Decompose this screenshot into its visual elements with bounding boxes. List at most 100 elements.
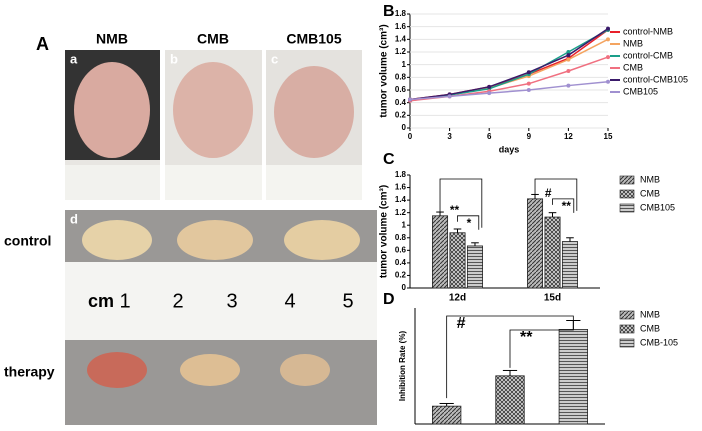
point [606,26,610,31]
legend-swatch [619,189,635,199]
legend-label: CMB [640,323,660,333]
photo-c [266,50,362,200]
point [566,50,571,54]
y-tick-label: 0.8 [395,233,407,242]
photo-a [65,50,160,200]
panel-label: C [383,151,395,168]
y-tick-label: 1 [402,220,407,229]
y-axis-label: Inhibition Rate (%) [398,331,407,402]
y-tick-label: 1.4 [395,34,407,43]
panel-label: D [383,291,395,308]
point [526,70,531,75]
point [606,37,610,42]
panel-label: B [383,3,395,20]
point [526,88,531,92]
ruler-label: 1 [119,290,130,312]
bracket [534,178,578,211]
sublabel: c [271,51,278,66]
y-tick-label: 0.6 [395,245,407,254]
y-tick-label: 1.8 [395,9,407,18]
ruler-label: 4 [284,290,295,312]
column-label: NMB [96,31,128,47]
sublabel: d [70,211,78,226]
x-axis-label: days [499,144,520,154]
bracket [439,178,483,228]
y-tick-label: 0 [402,123,407,132]
point [447,94,452,99]
y-tick-label: 0.8 [395,72,407,81]
legend-label: control-CMB105 [623,74,688,84]
point [566,57,571,62]
y-tick-label: 0 [402,283,407,292]
annotation: ** [450,203,460,217]
series-line [409,27,609,101]
x-tick-label: 3 [447,132,452,141]
bracket [509,316,574,368]
point [566,83,571,88]
legend-swatch [619,310,635,320]
y-tick-label: 0.2 [395,110,407,119]
x-tick-label: 9 [527,132,532,141]
x-tick-label: 15d [544,293,561,304]
annotation: # [457,315,466,332]
bar [544,216,561,289]
y-axis-label: tumor volume (cm³) [379,24,390,117]
point [566,69,571,73]
ruler-label: 5 [342,290,353,312]
legend-label: control-CMB [623,50,673,60]
column-label: CMB [197,31,229,47]
bar [432,215,449,289]
legend-swatch [619,338,635,348]
point [487,84,492,89]
sublabel: b [170,51,178,66]
point [606,79,610,84]
bar [558,329,588,425]
ruler-label: cm [88,291,114,311]
bracket [457,215,480,230]
y-tick-label: 1.2 [395,47,407,56]
y-tick-label: 1.8 [395,170,407,179]
legend-label: NMB [640,174,660,184]
y-tick-label: 0.4 [395,258,407,267]
legend-label: NMB [623,38,643,48]
bar [495,375,525,425]
bar [527,198,544,289]
bar [561,241,578,289]
y-tick-label: 0.6 [395,85,407,94]
annotation: * [467,216,472,230]
y-tick-label: 0.4 [395,98,407,107]
annotation: # [545,186,552,200]
x-tick-label: 15 [604,132,613,141]
legend-label: CMB105 [640,202,675,212]
y-tick-label: 1.6 [395,22,407,31]
sublabel: a [70,51,78,66]
y-tick-label: 1.6 [395,183,407,192]
bracket [552,198,575,213]
legend-label: CMB [640,188,660,198]
ruler-label: 2 [172,290,183,312]
x-tick-label: 12 [564,132,573,141]
y-tick-label: 0.2 [395,271,407,280]
legend-swatch [619,203,635,213]
point [487,91,492,96]
y-tick-label: 1.4 [395,195,407,204]
row-label: control [4,233,51,249]
row-label: therapy [4,364,55,380]
legend-label: control-NMB [623,26,673,36]
x-tick-label: 6 [487,132,492,141]
bar [449,232,466,289]
series-line [409,81,609,101]
photo-d [65,210,377,425]
legend-swatch [619,324,635,334]
panel-label: A [36,34,49,54]
annotation: ** [562,199,572,213]
point [408,97,412,102]
x-tick-label: 0 [408,132,413,141]
ruler-label: 3 [226,290,237,312]
annotation: ** [520,329,533,346]
column-label: CMB105 [286,31,341,47]
legend-label: CMB-105 [640,337,678,347]
x-tick-label: 12d [449,293,466,304]
bar [432,405,462,425]
